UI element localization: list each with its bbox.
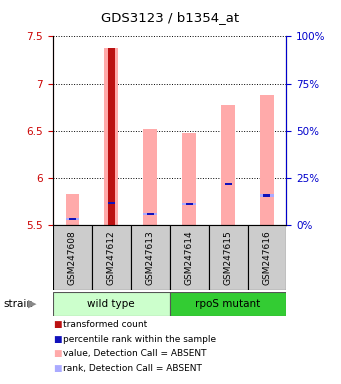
Bar — [108, 202, 115, 204]
Text: ■: ■ — [53, 334, 61, 344]
Bar — [264, 194, 270, 197]
Text: ■: ■ — [53, 320, 61, 329]
Bar — [53, 225, 92, 290]
Text: GSM247614: GSM247614 — [184, 230, 194, 285]
Text: rank, Detection Call = ABSENT: rank, Detection Call = ABSENT — [63, 364, 202, 373]
Bar — [53, 292, 170, 316]
Bar — [170, 225, 209, 290]
Bar — [209, 225, 248, 290]
Bar — [260, 95, 274, 225]
Bar — [69, 218, 76, 220]
Bar — [182, 133, 196, 225]
Text: rpoS mutant: rpoS mutant — [195, 299, 261, 309]
Bar — [143, 213, 157, 215]
Text: ■: ■ — [53, 364, 61, 373]
Bar — [104, 48, 118, 225]
Bar — [131, 225, 170, 290]
Text: GSM247616: GSM247616 — [263, 230, 271, 285]
Bar — [182, 203, 196, 205]
Bar — [248, 225, 286, 290]
Text: transformed count: transformed count — [63, 320, 147, 329]
Bar — [65, 218, 79, 220]
Bar — [147, 213, 154, 215]
Bar — [221, 105, 235, 225]
Bar — [65, 194, 79, 225]
Bar — [143, 129, 157, 225]
Text: GSM247615: GSM247615 — [224, 230, 233, 285]
Text: wild type: wild type — [87, 299, 135, 309]
Text: ▶: ▶ — [28, 299, 36, 309]
Bar — [224, 183, 232, 185]
Bar — [108, 48, 115, 225]
Text: GSM247608: GSM247608 — [68, 230, 77, 285]
Text: ■: ■ — [53, 349, 61, 358]
Bar — [260, 194, 274, 197]
Text: strain: strain — [3, 299, 33, 309]
Text: percentile rank within the sample: percentile rank within the sample — [63, 334, 216, 344]
Text: GDS3123 / b1354_at: GDS3123 / b1354_at — [101, 11, 240, 24]
Text: GSM247613: GSM247613 — [146, 230, 155, 285]
Text: value, Detection Call = ABSENT: value, Detection Call = ABSENT — [63, 349, 207, 358]
Bar — [170, 292, 286, 316]
Text: GSM247612: GSM247612 — [107, 230, 116, 285]
Bar — [92, 225, 131, 290]
Bar — [186, 203, 193, 205]
